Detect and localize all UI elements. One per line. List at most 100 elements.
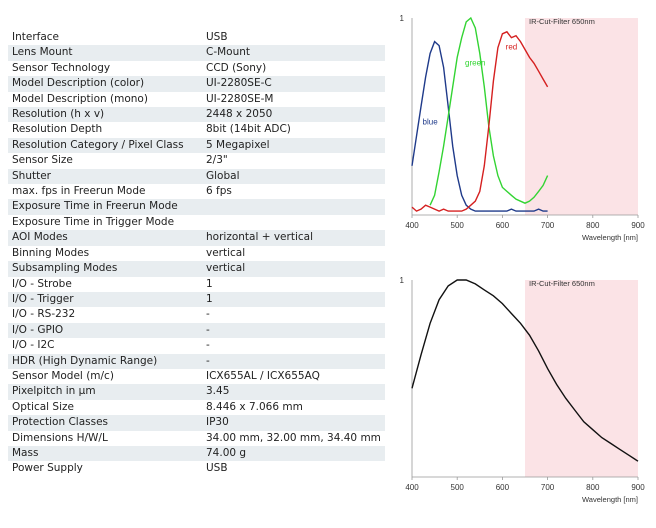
spec-value: horizontal + vertical	[202, 230, 385, 246]
ir-cut-label: IR-Cut-Filter 650nm	[529, 279, 595, 288]
x-tick-label: 600	[496, 483, 510, 492]
series-label-green: green	[465, 58, 485, 67]
spec-row: HDR (High Dynamic Range) -	[8, 353, 385, 369]
spec-row: I/O - Trigger 1	[8, 291, 385, 308]
spec-row: Exposure Time in Freerun Mode	[8, 199, 385, 215]
y-tick-label: 1	[400, 14, 405, 23]
x-tick-label: 700	[541, 483, 555, 492]
spec-value: vertical	[202, 261, 385, 277]
x-tick-label: 800	[586, 221, 600, 230]
spec-row: Protection Classes IP30	[8, 415, 385, 431]
series-label-blue: blue	[423, 117, 439, 126]
spec-value: -	[202, 322, 385, 339]
spec-row: I/O - I2C -	[8, 338, 385, 354]
spec-value: -	[202, 353, 385, 369]
spec-row: I/O - Strobe 1	[8, 276, 385, 292]
spec-key: Subsampling Modes	[8, 261, 202, 277]
spec-key: Resolution Depth	[8, 122, 202, 138]
spec-row: Sensor Technology CCD (Sony)	[8, 60, 385, 77]
x-axis-label: Wavelength [nm]	[582, 233, 638, 242]
y-tick-label: 1	[400, 276, 405, 285]
spec-key: Shutter	[8, 168, 202, 185]
spec-value: -	[202, 307, 385, 323]
spec-row: Lens Mount C-Mount	[8, 45, 385, 61]
spec-row: Optical Size 8.446 x 7.066 mm	[8, 399, 385, 416]
spec-key: Interface	[8, 30, 202, 46]
spec-value: IP30	[202, 415, 385, 431]
spec-value: ICX655AL / ICX655AQ	[202, 368, 385, 385]
spec-key: Resolution (h x v)	[8, 107, 202, 123]
spec-key: Power Supply	[8, 461, 202, 477]
series-label-red: red	[506, 43, 518, 52]
spec-row: I/O - RS-232-	[8, 307, 385, 323]
spec-key: Dimensions H/W/L	[8, 430, 202, 446]
spectral-chart-color: IR-Cut-Filter 650nm 1 400 500 600 700 800 900 Wa…	[388, 0, 656, 262]
spec-value: C-Mount	[202, 45, 385, 61]
spec-key: Lens Mount	[8, 45, 202, 61]
spec-value: USB	[202, 461, 385, 477]
spec-row: Model Description (mono) UI-2280SE-M	[8, 91, 385, 108]
x-axis-label: Wavelength [nm]	[582, 495, 638, 504]
spec-key: Protection Classes	[8, 415, 202, 431]
spec-table: Interface USB Lens Mount C-Mount Sensor Tech…	[8, 30, 385, 477]
spec-value: 6 fps	[202, 184, 385, 200]
spec-key: I/O - RS-232	[8, 307, 202, 323]
spec-key: I/O - GPIO	[8, 322, 202, 339]
spec-row: Model Description (color) UI-2280SE-C	[8, 76, 385, 92]
spec-value: 2448 x 2050	[202, 107, 385, 123]
x-tick-label: 400	[405, 221, 419, 230]
spec-key: Sensor Model (m/c)	[8, 368, 202, 385]
x-tick-label: 600	[496, 221, 510, 230]
spec-row: Power Supply USB	[8, 461, 385, 477]
spec-key: Exposure Time in Trigger Mode	[8, 214, 202, 231]
spec-row: Binning Modes vertical	[8, 245, 385, 262]
spec-value: 2/3"	[202, 153, 385, 169]
spec-key: Mass	[8, 445, 202, 462]
spec-key: Resolution Category / Pixel Class	[8, 137, 202, 154]
spec-value: USB	[202, 30, 385, 46]
spec-key: Model Description (color)	[8, 76, 202, 92]
spec-key: Model Description (mono)	[8, 91, 202, 108]
spec-value: 1	[202, 291, 385, 308]
series-line-blue	[411, 40, 548, 212]
x-tick-label: 500	[451, 221, 465, 230]
spec-key: Optical Size	[8, 399, 202, 416]
spec-key: HDR (High Dynamic Range)	[8, 353, 202, 369]
spec-row: max. fps in Freerun Mode 6 fps	[8, 184, 385, 200]
spec-key: AOI Modes	[8, 230, 202, 246]
spec-row: Sensor Size 2/3"	[8, 153, 385, 169]
spec-row: I/O - GPIO -	[8, 322, 385, 339]
x-tick-label: 400	[405, 483, 419, 492]
spec-row: AOI Modes horizontal + vertical	[8, 230, 385, 246]
spec-value: 8.446 x 7.066 mm	[202, 399, 385, 416]
spec-key: I/O - I2C	[8, 338, 202, 354]
spec-value: CCD (Sony)	[202, 60, 385, 77]
ir-cut-region	[525, 18, 638, 215]
spec-key: Sensor Size	[8, 153, 202, 169]
spec-key: max. fps in Freerun Mode	[8, 184, 202, 200]
spec-row: Exposure Time in Trigger Mode	[8, 214, 385, 231]
spec-row: Interface USB	[8, 30, 385, 46]
series-line	[411, 279, 639, 462]
spec-value: -	[202, 338, 385, 354]
spec-value: 3.45	[202, 384, 385, 400]
spec-row: Pixelpitch in µm 3.45	[8, 384, 385, 400]
x-tick-label: 900	[631, 221, 645, 230]
spec-value: 34.00 mm, 32.00 mm, 34.40 mm	[202, 430, 385, 446]
spec-row: Sensor Model (m/c) ICX655AL / ICX655AQ	[8, 368, 385, 385]
spec-value: Global	[202, 168, 385, 185]
series-line-red	[411, 30, 549, 212]
x-tick-label: 500	[451, 483, 465, 492]
spec-row: Mass 74.00 g	[8, 445, 385, 462]
spec-value: 74.00 g	[202, 445, 385, 462]
spec-key: I/O - Strobe	[8, 276, 202, 292]
spec-row: Shutter Global	[8, 168, 385, 185]
spec-key: I/O - Trigger	[8, 291, 202, 308]
spec-key: Binning Modes	[8, 245, 202, 262]
spec-row: Resolution Category / Pixel Class 5 Megap…	[8, 137, 385, 154]
spec-row: Resolution (h x v) 2448 x 2050	[8, 107, 385, 123]
spec-row: Resolution Depth 8bit (14bit ADC)	[8, 122, 385, 138]
spec-value: UI-2280SE-M	[202, 91, 385, 108]
spec-value: 5 Megapixel	[202, 137, 385, 154]
spectral-chart-mono: IR-Cut-Filter 650nm 1 400 500 600 700 800 900 Wa…	[388, 262, 656, 524]
